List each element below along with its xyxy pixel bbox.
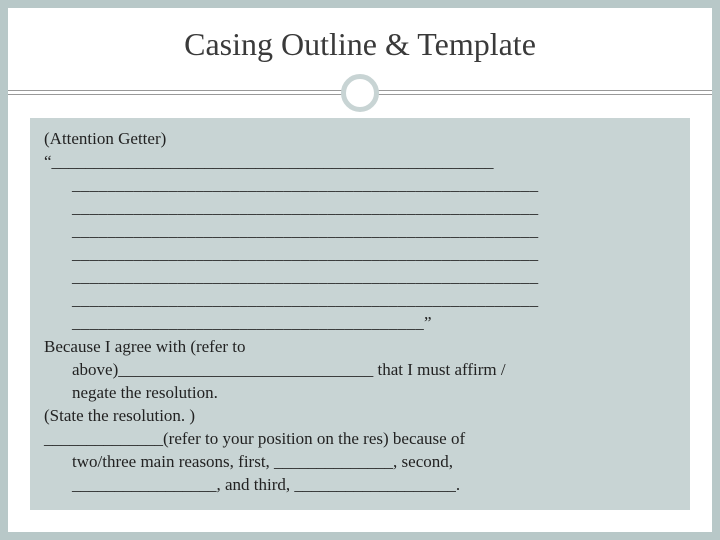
because-line-3: negate the resolution. [44, 382, 676, 405]
blank-line-4: ________________________________________… [44, 220, 676, 243]
open-quote: “ [44, 152, 52, 171]
quote-open-line: “_______________________________________… [44, 151, 676, 174]
attention-label-text: (Attention Getter) [44, 129, 166, 148]
blank-line-3: ________________________________________… [44, 197, 676, 220]
title-area: Casing Outline & Template [8, 8, 712, 87]
blank-line-2: ________________________________________… [44, 174, 676, 197]
title-circle-ornament [341, 74, 379, 112]
blank-line-5: ________________________________________… [44, 243, 676, 266]
state-resolution-line: (State the resolution. ) [44, 405, 676, 428]
blank-line-6: ________________________________________… [44, 266, 676, 289]
attention-getter-label: (Attention Getter) [44, 128, 676, 151]
position-line-1: ______________(refer to your position on… [44, 428, 676, 451]
position-line-2: two/three main reasons, first, _________… [44, 451, 676, 474]
content-box: (Attention Getter) “____________________… [30, 118, 690, 510]
slide-container: Casing Outline & Template (Attention Get… [8, 8, 712, 532]
slide-title: Casing Outline & Template [8, 26, 712, 63]
position-line-3: _________________, and third, __________… [44, 474, 676, 497]
because-line-2: above)______________________________ tha… [44, 359, 676, 382]
because-line-1: Because I agree with (refer to [44, 336, 676, 359]
blank-1: ________________________________________… [52, 152, 494, 171]
blank-line-8: ________________________________________… [44, 312, 676, 335]
blank-line-7: ________________________________________… [44, 289, 676, 312]
